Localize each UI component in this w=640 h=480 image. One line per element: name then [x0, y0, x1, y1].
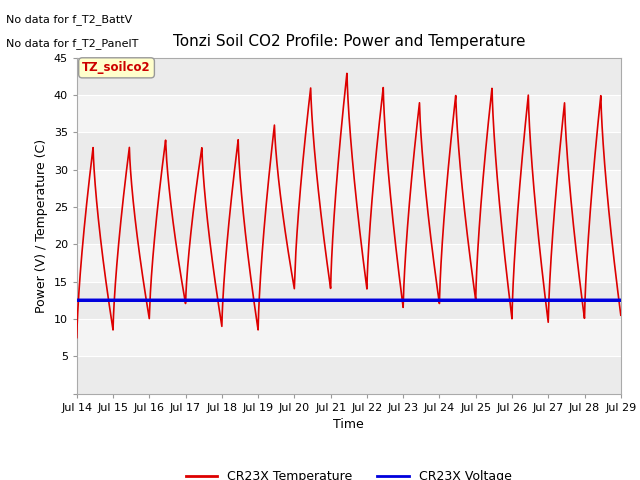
Text: No data for f_T2_PanelT: No data for f_T2_PanelT — [6, 38, 139, 49]
Y-axis label: Power (V) / Temperature (C): Power (V) / Temperature (C) — [35, 139, 48, 312]
Bar — [77, 95, 621, 132]
Title: Tonzi Soil CO2 Profile: Power and Temperature: Tonzi Soil CO2 Profile: Power and Temper… — [173, 35, 525, 49]
Legend: CR23X Temperature, CR23X Voltage: CR23X Temperature, CR23X Voltage — [181, 465, 516, 480]
Text: No data for f_T2_BattV: No data for f_T2_BattV — [6, 14, 132, 25]
Bar — [77, 244, 621, 282]
Bar — [77, 319, 621, 356]
X-axis label: Time: Time — [333, 418, 364, 431]
Bar — [77, 169, 621, 207]
Text: TZ_soilco2: TZ_soilco2 — [82, 61, 151, 74]
